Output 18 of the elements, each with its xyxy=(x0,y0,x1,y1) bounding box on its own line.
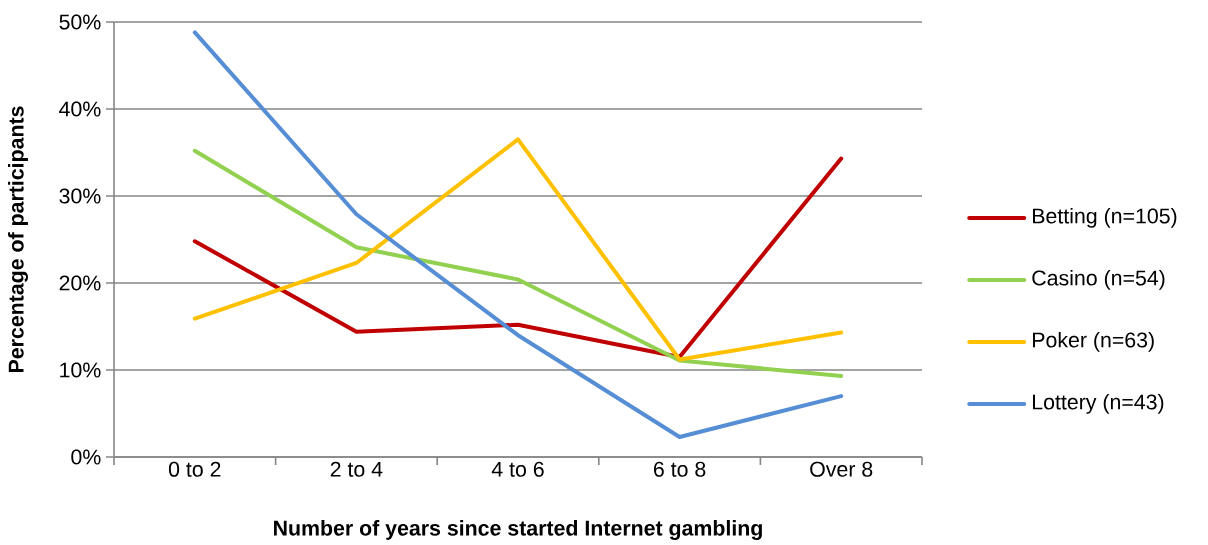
y-tick-label: 20% xyxy=(59,275,101,291)
x-axis-title: Number of years since started Internet gambling xyxy=(274,519,762,540)
x-tick-label: 0 to 2 xyxy=(168,461,221,477)
y-tick-label: 0% xyxy=(71,449,101,465)
legend-label: Casino (n=54) xyxy=(1032,269,1165,290)
y-axis-title: Percentage of participants xyxy=(8,106,28,373)
x-tick-label: 6 to 8 xyxy=(654,461,706,477)
y-tick-label: 50% xyxy=(59,14,101,30)
y-tick-label: 30% xyxy=(59,188,101,204)
legend-label: Lottery (n=43) xyxy=(1033,393,1164,414)
legend-label: Poker (n=63) xyxy=(1033,331,1154,352)
legend-label: Betting (n=105) xyxy=(1033,207,1177,228)
x-tick-label: Over 8 xyxy=(810,461,873,477)
y-tick-label: 10% xyxy=(60,362,101,378)
x-tick-label: 4 to 6 xyxy=(491,461,544,477)
x-tick-label: 2 to 4 xyxy=(330,461,383,477)
line-series xyxy=(192,30,844,439)
y-tick-label: 40% xyxy=(59,101,101,117)
